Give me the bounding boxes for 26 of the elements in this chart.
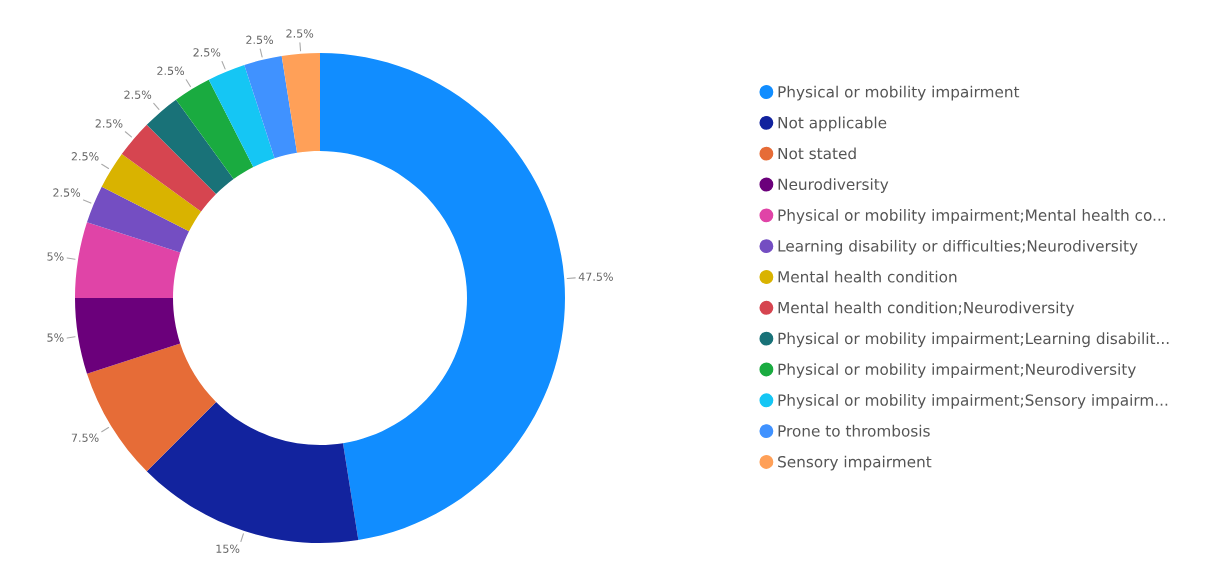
data-label: 7.5% xyxy=(71,433,99,442)
data-label: 2.5% xyxy=(193,48,221,57)
legend-label: Physical or mobility impairment;Learning disabilit... xyxy=(778,332,1169,348)
legend-label: Prone to thrombosis xyxy=(778,424,930,437)
legend-label: Neurodiversity xyxy=(778,178,889,194)
data-label: 5% xyxy=(47,333,64,342)
data-label: 2.5% xyxy=(286,29,314,38)
legend-label: Physical or mobility impairment xyxy=(778,85,1020,101)
legend-label: Physical or mobility impairment;Neurodiversity xyxy=(778,363,1136,378)
legend-label: Not applicable xyxy=(778,116,887,132)
legend-label: Physical or mobility impairment;Sensory impairm... xyxy=(778,394,1168,409)
legend-label: Physical or mobility impairment;Mental health co... xyxy=(778,209,1166,224)
data-label: 2.5% xyxy=(246,35,274,44)
legend-label: Mental health condition;Neurodiversity xyxy=(778,301,1075,317)
legend-label: Mental health condition xyxy=(778,270,957,283)
legend-label: Learning disability or difficulties;Neurodiversity xyxy=(778,239,1138,255)
data-label: 2.5% xyxy=(53,188,81,197)
data-label: 5% xyxy=(47,252,64,261)
data-label: 47.5% xyxy=(578,272,613,281)
data-label: 2.5% xyxy=(157,66,185,76)
legend-label: Not stated xyxy=(778,147,856,160)
data-label: 2.5% xyxy=(71,152,99,161)
legend-label: Sensory impairment xyxy=(778,455,932,471)
data-label: 15% xyxy=(216,544,240,553)
data-label: 2.5% xyxy=(95,119,123,128)
data-label: 2.5% xyxy=(124,90,152,99)
